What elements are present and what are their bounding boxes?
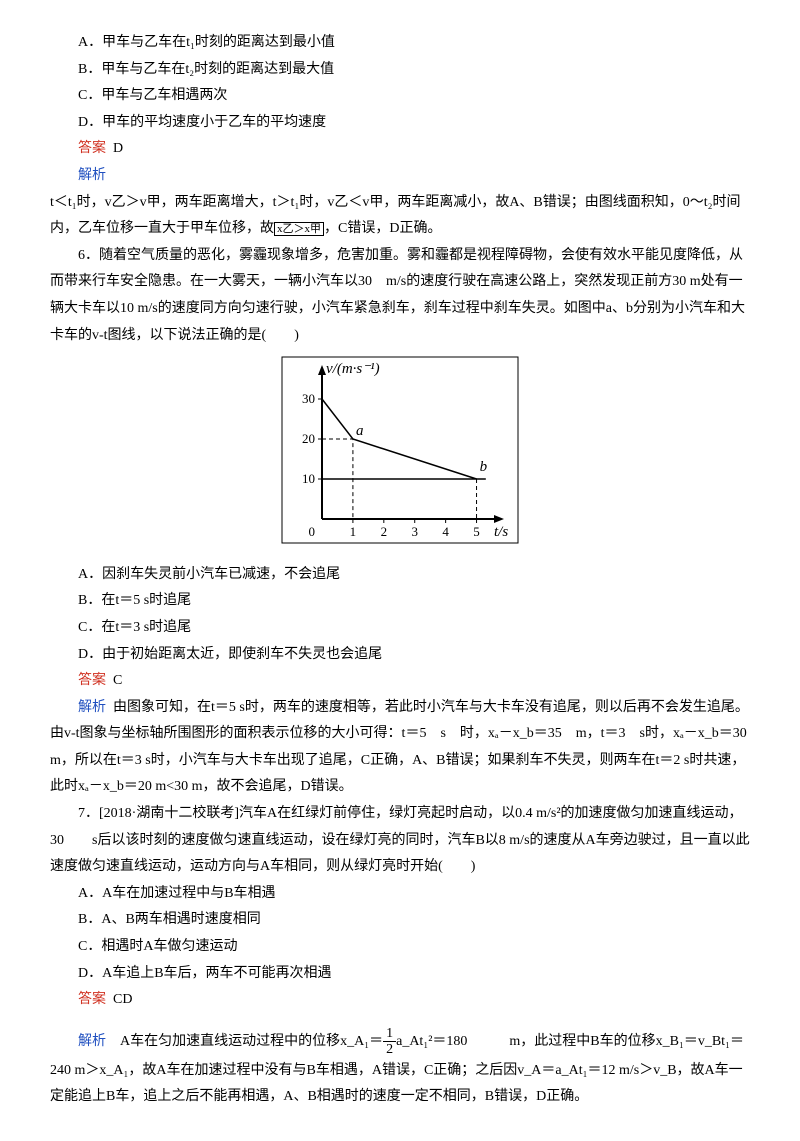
- q5-opt-b: B．甲车与乙车在t₂时刻的距离达到最大值: [50, 57, 750, 84]
- q7-opt-c: C．相遇时A车做匀速运动: [50, 934, 750, 961]
- q5-opt-c: C．甲车与乙车相遇两次: [50, 83, 750, 110]
- q6-explain-label: 解析: [78, 700, 106, 715]
- q7-opt-b: B．A、B两车相遇时速度相同: [50, 907, 750, 934]
- q6-opt-a: A．因刹车失灵前小汽车已减速，不会追尾: [50, 562, 750, 589]
- q6-vt-chart: 1 2 3 4 5 10 20 30 0 v/(m·s⁻¹) t/s a b: [280, 355, 520, 545]
- svg-text:b: b: [480, 459, 488, 475]
- q7-answer-row: 答案 CD: [50, 987, 750, 1014]
- q6-chart-wrap: 1 2 3 4 5 10 20 30 0 v/(m·s⁻¹) t/s a b: [50, 355, 750, 556]
- q6-opt-b: B．在t＝5 s时追尾: [50, 588, 750, 615]
- svg-text:2: 2: [381, 524, 388, 539]
- q5-explain-2: ，C错误，D正确。: [324, 221, 441, 236]
- q6-stem: 6．随着空气质量的恶化，雾霾现象增多，危害加重。雾和霾都是视程障碍物，会使有效水…: [50, 243, 750, 349]
- q5-opt-a: A．甲车与乙车在t₁时刻的距离达到最小值: [50, 30, 750, 57]
- q7-stem: 7．[2018·湖南十二校联考]汽车A在红绿灯前停住，绿灯亮起时启动，以0.4 …: [50, 801, 750, 881]
- svg-text:30: 30: [302, 391, 315, 406]
- q7-frac-n: 1: [383, 1026, 396, 1042]
- q7-frac: 12: [383, 1026, 396, 1058]
- svg-text:0: 0: [309, 524, 316, 539]
- q5-opt-d: D．甲车的平均速度小于乙车的平均速度: [50, 110, 750, 137]
- q6-answer: C: [113, 673, 122, 688]
- svg-text:1: 1: [350, 524, 357, 539]
- q7-explain-label: 解析: [78, 1034, 106, 1049]
- q7-opt-a: A．A车在加速过程中与B车相遇: [50, 881, 750, 908]
- q5-explain-label: 解析: [78, 168, 106, 183]
- q7-explain: 解析 A车在匀加速直线运动过程中的位移x_A₁＝12a_At₁²＝180 m，此…: [50, 1026, 750, 1111]
- svg-text:3: 3: [411, 524, 418, 539]
- q7-answer-label: 答案: [78, 992, 106, 1007]
- q5-explain-label-row: 解析: [50, 163, 750, 190]
- svg-text:4: 4: [442, 524, 449, 539]
- svg-text:t/s: t/s: [494, 524, 508, 540]
- q6-opt-c: C．在t＝3 s时追尾: [50, 615, 750, 642]
- q7-explain-pre: A车在匀加速直线运动过程中的位移x_A₁＝: [120, 1034, 383, 1049]
- q5-explain-boxed: x乙＞x甲: [274, 222, 324, 236]
- q7-opt-d: D．A车追上B车后，两车不可能再次相遇: [50, 961, 750, 988]
- q5-answer-label: 答案: [78, 141, 106, 156]
- q6-answer-label: 答案: [78, 673, 106, 688]
- svg-text:a: a: [356, 423, 364, 439]
- svg-text:20: 20: [302, 431, 315, 446]
- q5-answer-row: 答案 D: [50, 136, 750, 163]
- svg-text:5: 5: [473, 524, 480, 539]
- svg-text:v/(m·s⁻¹): v/(m·s⁻¹): [326, 361, 380, 377]
- q6-explain-row: 解析由图象可知，在t＝5 s时，两车的速度相等，若此时小汽车与大卡车没有追尾，则…: [50, 695, 750, 801]
- svg-text:10: 10: [302, 471, 315, 486]
- q6-explain: 由图象可知，在t＝5 s时，两车的速度相等，若此时小汽车与大卡车没有追尾，则以后…: [50, 700, 761, 795]
- q5-explain: t＜t₁时，v乙＞v甲，两车距离增大，t＞t₁时，v乙＜v甲，两车距离减小，故A…: [50, 190, 750, 243]
- q6-answer-row: 答案 C: [50, 668, 750, 695]
- q6-opt-d: D．由于初始距离太近，即使刹车不失灵也会追尾: [50, 642, 750, 669]
- q7-frac-d: 2: [383, 1042, 396, 1057]
- q5-answer: D: [113, 141, 123, 156]
- q7-answer: CD: [113, 992, 132, 1007]
